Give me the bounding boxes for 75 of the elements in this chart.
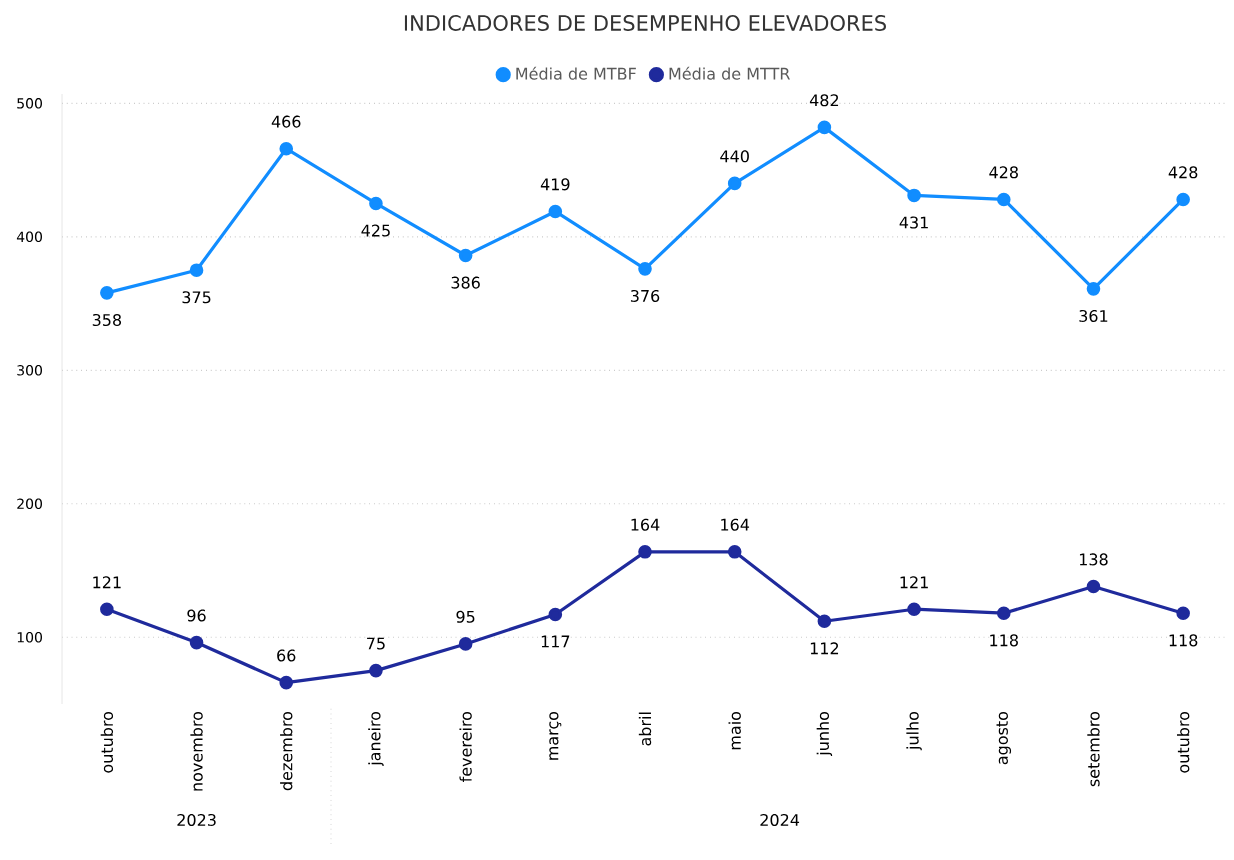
legend-label: Média de MTBF [516,66,636,80]
data-label: 375 [182,291,211,304]
chart-title: INDICADORES DE DESEMPENHO ELEVADORES [404,15,886,31]
data-label: 121 [900,576,928,589]
point [996,606,1011,621]
legend-label: Média de MTTR [669,66,790,80]
x-tick-label: maio [728,711,741,750]
data-label: 358 [92,313,122,327]
x-tick-label: julho [906,711,922,751]
data-label: 466 [271,115,301,128]
point [1176,606,1190,621]
data-label: 361 [1079,309,1108,323]
point [727,176,742,191]
text: 2024 [760,813,800,827]
x-tick-label: outubro [100,711,114,773]
point [100,286,114,300]
point [996,192,1011,207]
data-label: 112 [810,642,839,655]
point [907,188,921,203]
x-tick-label: março [549,711,562,760]
x-tick-label: agosto [996,711,1012,765]
point [279,141,294,156]
data-label: 118 [990,634,1018,647]
x-tick-label: janeiro [368,711,384,767]
y-tick-label: 200 [17,498,42,510]
point [638,262,652,276]
data-label: 376 [630,289,660,303]
point [548,607,563,622]
point [548,204,563,219]
x-tick-label: dezembro [280,711,293,791]
data-label: 138 [1079,553,1108,566]
point [369,663,383,678]
data-label: 428 [989,166,1018,179]
x-tick-label: fevereiro [459,711,472,782]
y-tick-label: 100 [17,631,42,643]
data-label: 96 [187,609,206,622]
y-tick-label: 400 [16,231,42,243]
x-tick-label: novembro [190,711,203,791]
data-label: 75 [367,637,385,650]
data-label: 118 [1169,634,1198,647]
data-label: 440 [720,150,749,163]
x-tick-label: junho [816,711,833,756]
text: 2023 [177,813,216,827]
point [1086,282,1101,296]
data-label: 482 [809,94,839,107]
point [638,545,652,559]
data-label: 121 [93,576,121,589]
point [189,263,204,277]
y-tick-label: 500 [17,98,42,109]
x-tick-label: outubro [1176,711,1190,773]
data-label: 164 [721,518,750,531]
data-label: 425 [361,224,390,237]
data-label: 117 [541,635,570,648]
point [100,602,114,617]
point [907,602,921,617]
point [727,545,742,559]
point [817,120,832,135]
y-tick-label: 300 [17,365,42,376]
data-label: 95 [456,610,475,623]
point [1086,579,1101,594]
point [279,675,294,690]
data-label: 431 [899,216,928,229]
data-label: 386 [451,276,480,289]
point [458,637,473,651]
data-label: 66 [277,649,296,662]
point [1176,192,1190,207]
data-label: 419 [540,178,570,191]
point [369,196,383,211]
x-tick-label: abril [638,712,652,746]
data-label: 428 [1168,166,1198,179]
point [817,614,832,629]
data-label: 164 [631,518,660,531]
point [189,635,204,650]
x-tick-label: setembro [1087,711,1100,787]
point [458,248,473,263]
